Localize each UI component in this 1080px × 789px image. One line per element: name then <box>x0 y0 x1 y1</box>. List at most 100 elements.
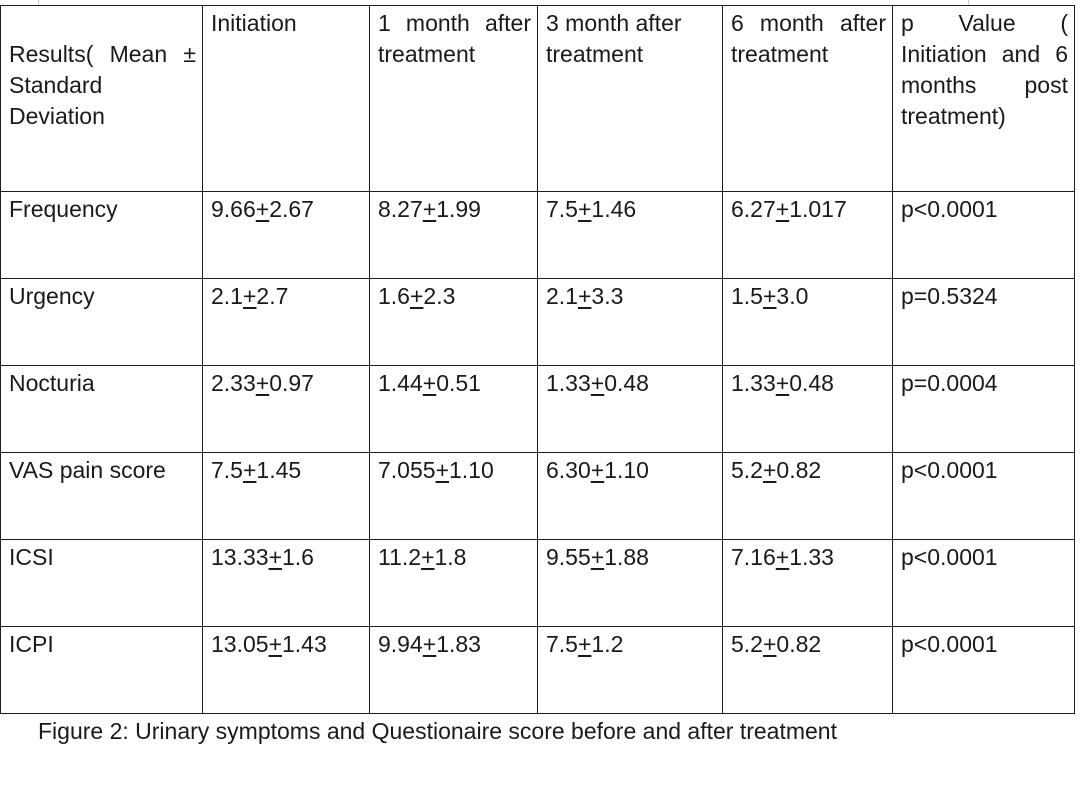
sd-value: 0.82 <box>776 631 822 657</box>
sd-value: 1.6 <box>282 544 314 570</box>
mean-value: 1.6 <box>378 283 410 309</box>
mean-value: 5.2 <box>731 631 763 657</box>
mean-value: 7.16 <box>731 544 776 570</box>
mean-value: 11.2 <box>378 544 422 570</box>
value-cell: 9.66+2.67 <box>202 191 370 279</box>
sd-value: 1.43 <box>282 631 327 657</box>
sd-value: 3.3 <box>591 283 624 309</box>
value-cell: 2.1+3.3 <box>537 278 723 366</box>
value-cell: 1.33+0.48 <box>722 365 893 453</box>
table-row: VAS pain score 7.5+1.45 7.055+1.10 6.30+1.1… <box>0 452 1075 540</box>
sd-value: 1.88 <box>604 544 649 570</box>
sd-value: 1.83 <box>436 631 481 657</box>
page-margin-mark-left <box>38 0 39 6</box>
value-cell: 7.055+1.10 <box>369 452 538 540</box>
table-row: ICPI 13.05+1.43 9.94+1.83 7.5+1.2 5.2+0.82 p<… <box>0 626 1075 714</box>
plus-minus-sign: + <box>409 283 424 309</box>
value-cell: 2.33+0.97 <box>202 365 370 453</box>
value-cell: 5.2+0.82 <box>722 626 893 714</box>
mean-value: 8.27 <box>378 196 423 222</box>
sd-value: 3.0 <box>776 283 809 309</box>
value-cell: 8.27+1.99 <box>369 191 538 279</box>
plus-minus-sign: + <box>421 544 435 570</box>
mean-value: 1.33 <box>731 370 776 396</box>
value-cell: 2.1+2.7 <box>202 278 370 366</box>
mean-value: 6.27 <box>731 196 776 222</box>
header-3-month: 3 month after treatment <box>537 5 723 192</box>
plus-minus-sign: + <box>422 370 437 396</box>
value-cell: 7.5+1.46 <box>537 191 723 279</box>
row-label: ICSI <box>0 539 203 627</box>
plus-minus-sign: + <box>590 544 605 570</box>
table-row: ICSI 13.33+1.6 11.2+1.8 9.55+1.88 7.16+1.33 p… <box>0 539 1075 627</box>
sd-value: 1.46 <box>591 196 637 222</box>
value-cell: 7.5+1.45 <box>202 452 370 540</box>
sd-value: 1.10 <box>604 457 649 483</box>
value-cell: 13.05+1.43 <box>202 626 370 714</box>
sd-value: 1.8 <box>434 544 467 570</box>
row-label: Frequency <box>0 191 203 279</box>
mean-value: 7.5 <box>211 457 243 483</box>
p-value-cell: p<0.0001 <box>892 452 1075 540</box>
sd-value: 0.51 <box>436 370 481 396</box>
mean-value: 2.33 <box>211 370 256 396</box>
plus-minus-sign: + <box>762 457 777 483</box>
sd-value: 1.45 <box>256 457 302 483</box>
value-cell: 7.5+1.2 <box>537 626 723 714</box>
table-row: Urgency 2.1+2.7 1.6+2.3 2.1+3.3 1.5+3.0 p=0.5… <box>0 278 1075 366</box>
table-row: Nocturia 2.33+0.97 1.44+0.51 1.33+0.48 1.33+… <box>0 365 1075 453</box>
sd-value: 1.2 <box>591 631 624 657</box>
value-cell: 1.5+3.0 <box>722 278 893 366</box>
header-6-month: 6 month after treatment <box>722 5 893 192</box>
row-label: Urgency <box>0 278 203 366</box>
sd-value: 0.97 <box>269 370 314 396</box>
row-label: VAS pain score <box>0 452 203 540</box>
plus-minus-sign: + <box>242 283 257 309</box>
mean-value: 13.05 <box>211 631 269 657</box>
header-row: Results( Mean ± Standard Deviation Initi… <box>0 5 1075 192</box>
sd-value: 0.82 <box>776 457 822 483</box>
figure-caption: Figure 2: Urinary symptoms and Questiona… <box>38 718 837 744</box>
results-table-body: Results( Mean ± Standard Deviation Initi… <box>0 5 1075 714</box>
mean-value: 2.1 <box>546 283 578 309</box>
plus-minus-sign: + <box>435 457 449 483</box>
p-value-cell: p=0.5324 <box>892 278 1075 366</box>
value-cell: 7.16+1.33 <box>722 539 893 627</box>
value-cell: 6.27+1.017 <box>722 191 893 279</box>
plus-minus-sign: + <box>242 457 257 483</box>
value-cell: 9.55+1.88 <box>537 539 723 627</box>
plus-minus-sign: + <box>422 196 437 222</box>
value-cell: 6.30+1.10 <box>537 452 723 540</box>
sd-value: 2.3 <box>423 283 456 309</box>
sd-value: 1.017 <box>789 196 847 222</box>
mean-value: 2.1 <box>211 283 243 309</box>
value-cell: 11.2+1.8 <box>369 539 538 627</box>
plus-minus-sign: + <box>255 370 270 396</box>
value-cell: 1.33+0.48 <box>537 365 723 453</box>
p-value-cell: p<0.0001 <box>892 626 1075 714</box>
plus-minus-sign: + <box>762 631 777 657</box>
header-initiation: Initiation <box>202 5 370 192</box>
plus-minus-sign: + <box>577 196 592 222</box>
plus-minus-sign: + <box>590 457 605 483</box>
p-value-cell: p<0.0001 <box>892 191 1075 279</box>
page-margin-mark-right <box>968 0 969 6</box>
mean-value: 7.055 <box>378 457 436 483</box>
value-cell: 9.94+1.83 <box>369 626 538 714</box>
row-label: ICPI <box>0 626 203 714</box>
sd-value: 1.33 <box>789 544 834 570</box>
mean-value: 1.44 <box>378 370 423 396</box>
value-cell: 5.2+0.82 <box>722 452 893 540</box>
mean-value: 9.55 <box>546 544 591 570</box>
plus-minus-sign: + <box>268 544 282 570</box>
mean-value: 6.30 <box>546 457 591 483</box>
mean-value: 1.5 <box>731 283 763 309</box>
p-value-cell: p<0.0001 <box>892 539 1075 627</box>
plus-minus-sign: + <box>422 631 437 657</box>
header-p-value: p Value ( Initiation and 6 months post t… <box>892 5 1075 192</box>
plus-minus-sign: + <box>762 283 777 309</box>
sd-value: 0.48 <box>604 370 649 396</box>
mean-value: 9.94 <box>378 631 423 657</box>
plus-minus-sign: + <box>268 631 282 657</box>
sd-value: 1.99 <box>436 196 481 222</box>
